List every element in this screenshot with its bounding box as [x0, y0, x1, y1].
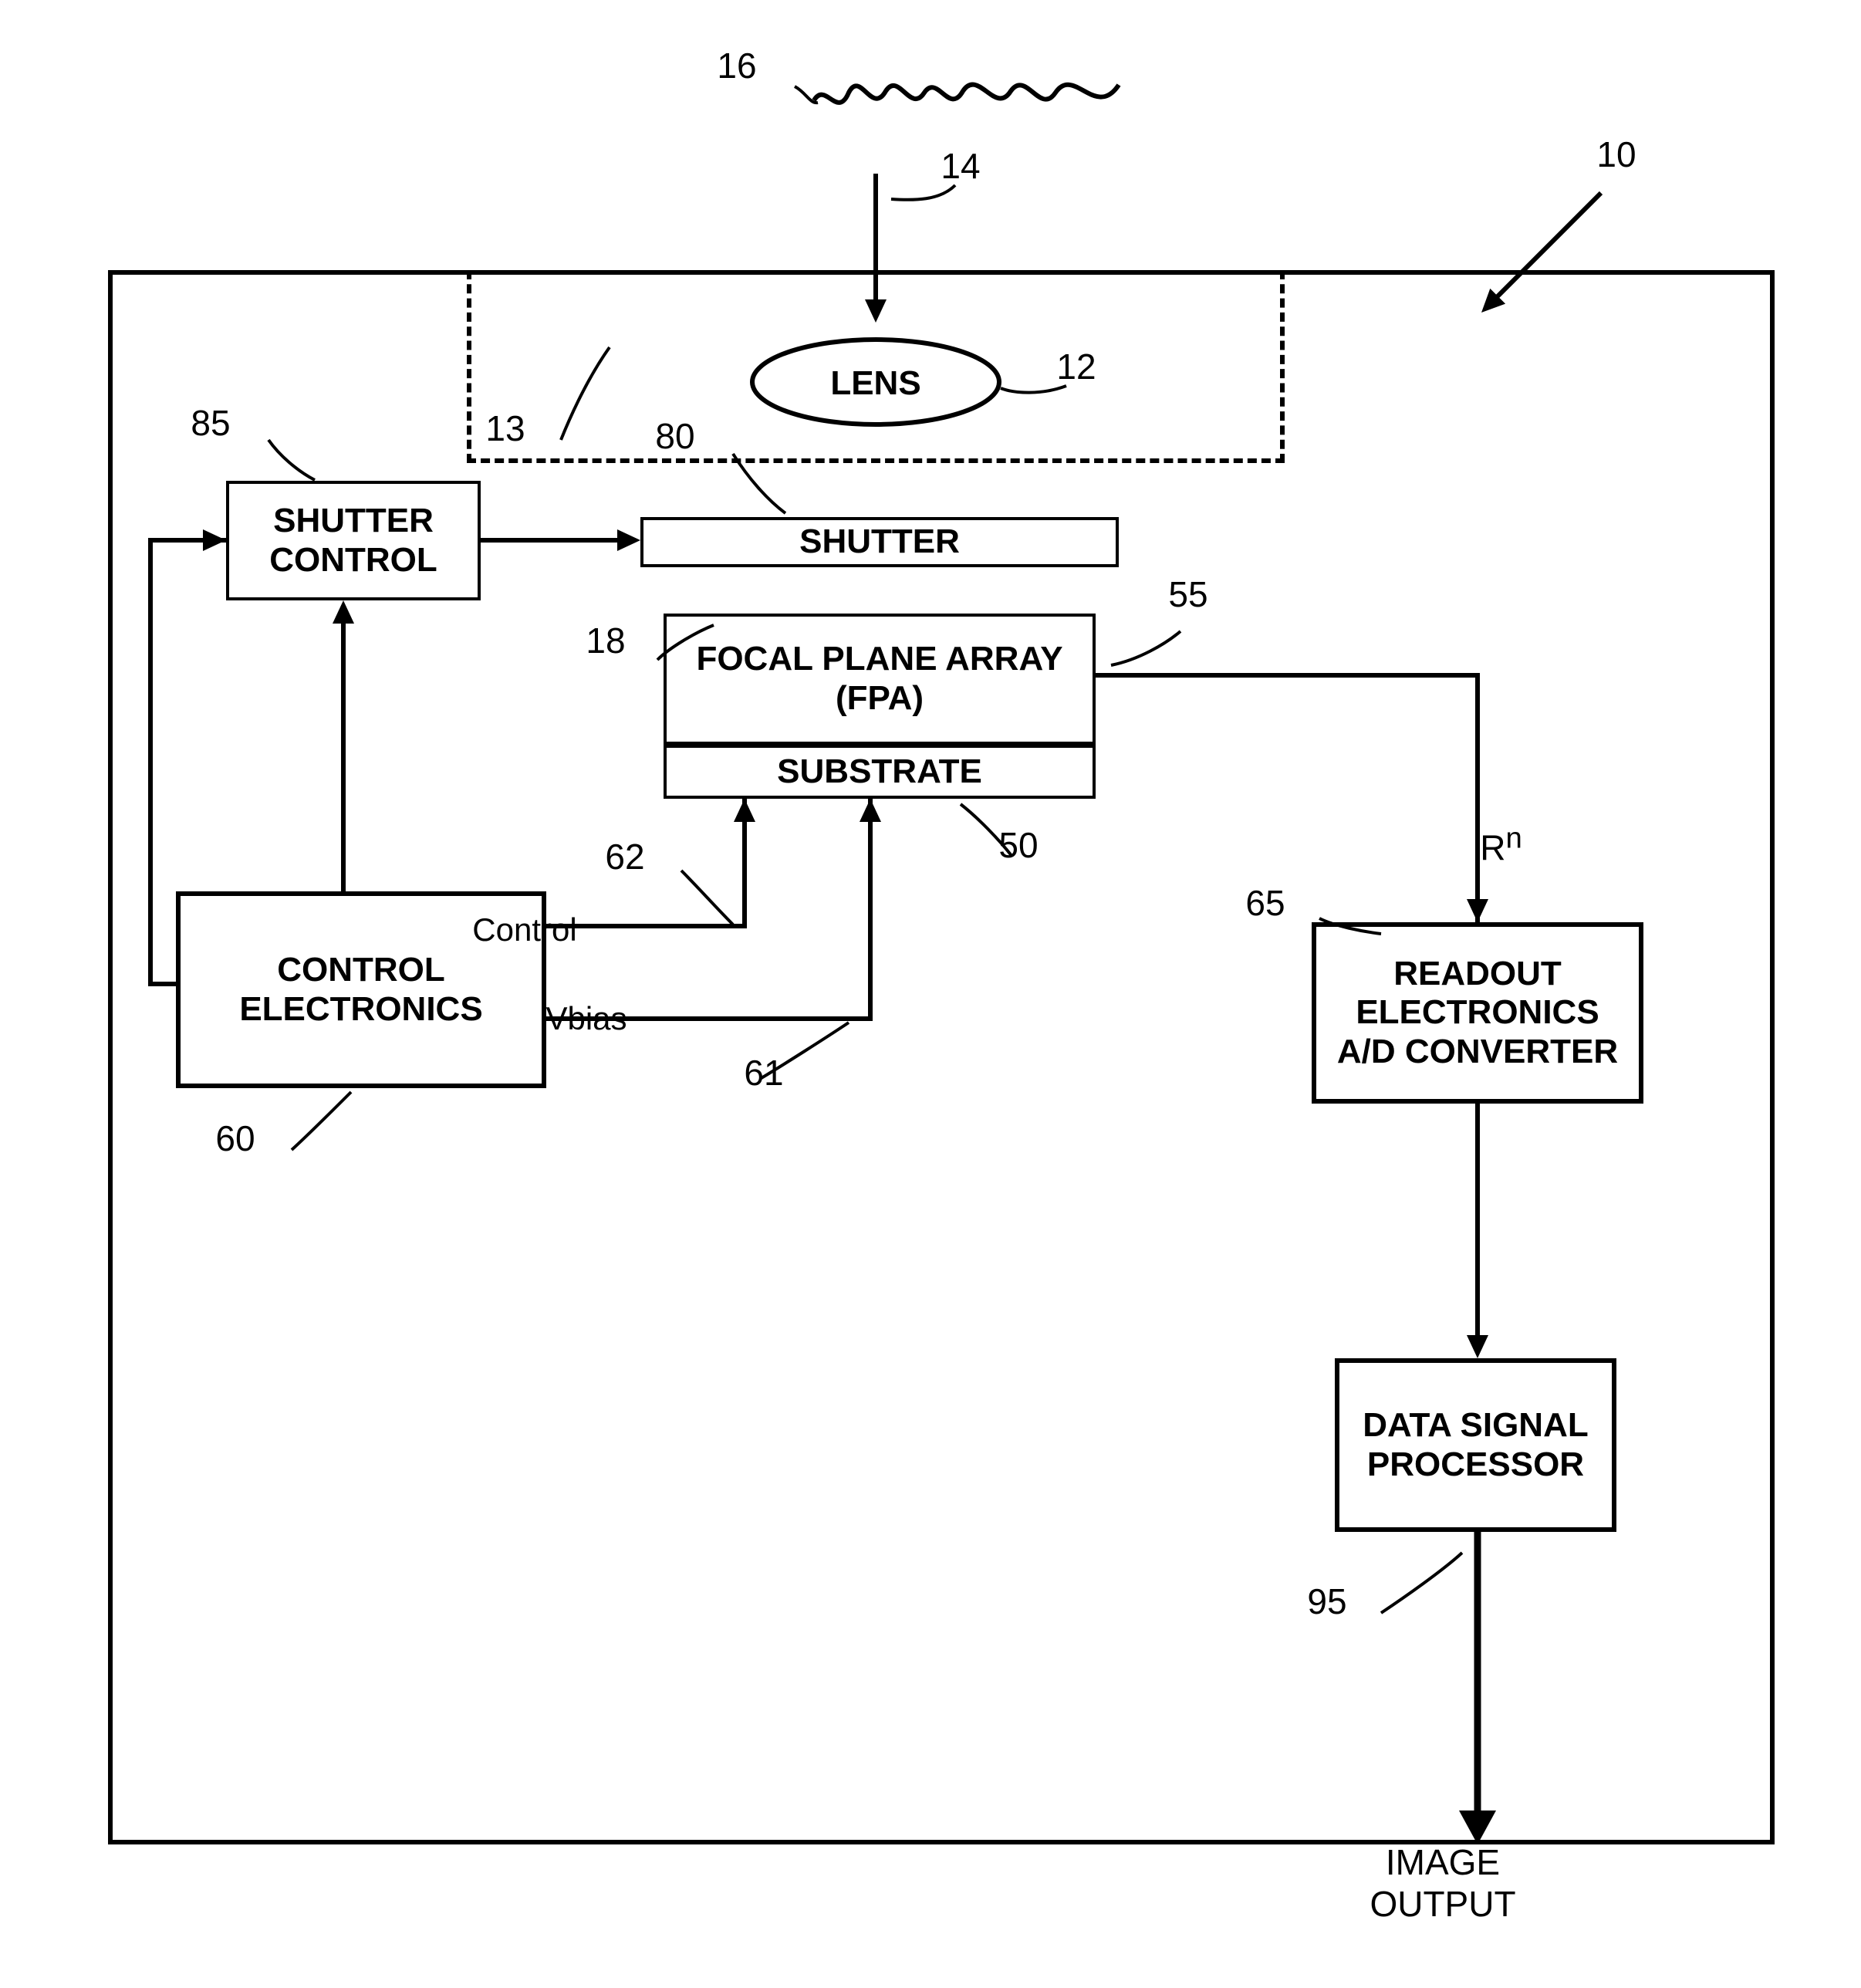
ref-95: 95 [1307, 1581, 1346, 1622]
ref-65: 65 [1245, 882, 1285, 924]
shutter-block: SHUTTER [640, 517, 1119, 567]
ref-14: 14 [941, 145, 980, 187]
ref-16: 16 [717, 45, 756, 86]
readout-electronics-label: READOUT ELECTRONICS A/D CONVERTER [1337, 955, 1618, 1072]
ref-10: 10 [1596, 134, 1636, 175]
ref-55: 55 [1168, 573, 1207, 615]
ref-85: 85 [191, 402, 230, 444]
ref-rn: Rn [1441, 779, 1522, 910]
ref-50: 50 [998, 824, 1038, 866]
control-signal-label: Control [472, 911, 576, 948]
shutter-control-label: SHUTTER CONTROL [269, 502, 437, 580]
ref-12: 12 [1056, 346, 1096, 387]
readout-electronics-block: READOUT ELECTRONICS A/D CONVERTER [1312, 922, 1643, 1104]
dsp-label: DATA SIGNAL PROCESSOR [1363, 1406, 1589, 1484]
shutter-control-block: SHUTTER CONTROL [226, 481, 481, 600]
ref-13: 13 [485, 407, 525, 449]
fpa-block: FOCAL PLANE ARRAY (FPA) [664, 614, 1096, 745]
ref-rn-sup: n [1506, 821, 1522, 854]
ref-80: 80 [655, 415, 694, 457]
dsp-block: DATA SIGNAL PROCESSOR [1335, 1358, 1616, 1532]
diagram-stage: SHUTTER CONTROL SHUTTER FOCAL PLANE ARRA… [0, 0, 1861, 1988]
ref-rn-base: R [1480, 828, 1505, 868]
shutter-label: SHUTTER [799, 522, 960, 562]
image-output-label: IMAGE OUTPUT [1370, 1841, 1515, 1925]
lens-housing-dashed [467, 270, 1285, 463]
substrate-label: SUBSTRATE [777, 752, 982, 792]
fpa-label: FOCAL PLANE ARRAY (FPA) [696, 640, 1062, 718]
ref-61: 61 [744, 1052, 783, 1094]
vbias-signal-label: Vbias [545, 1000, 627, 1037]
substrate-block: SUBSTRATE [664, 745, 1096, 799]
control-electronics-label: CONTROL ELECTRONICS [239, 951, 482, 1029]
ref-60: 60 [215, 1117, 255, 1159]
ref-62: 62 [605, 836, 644, 877]
ref-18: 18 [586, 620, 625, 661]
